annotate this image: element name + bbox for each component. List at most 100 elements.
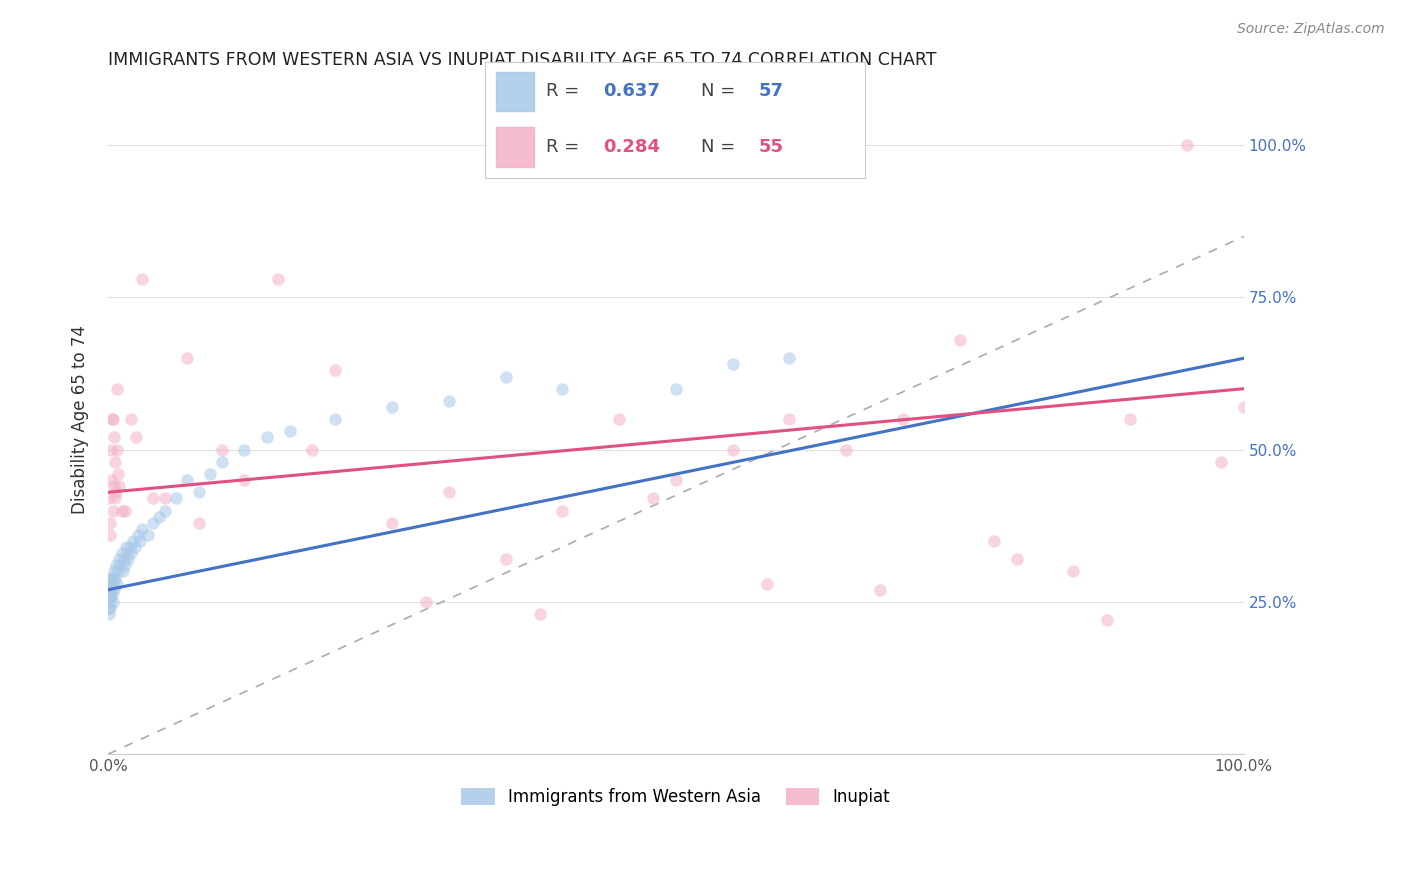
Point (103, 570, 125, 584)
Point (148, 509, 170, 524)
Point (495, 369, 517, 384)
Point (267, 272, 290, 286)
Point (1233, 400, 1256, 414)
Point (187, 485, 209, 500)
Point (1209, 455, 1232, 469)
Point (607, 412, 630, 426)
Point (1005, 552, 1028, 566)
Text: 57: 57 (758, 82, 783, 101)
Point (104, 491, 127, 506)
Point (256, 430, 278, 444)
Point (211, 455, 233, 469)
Point (551, 382, 574, 396)
Point (323, 363, 346, 377)
Text: 55: 55 (758, 138, 783, 156)
Y-axis label: Disability Age 65 to 74: Disability Age 65 to 74 (72, 325, 89, 514)
Point (98, 528, 121, 542)
Point (233, 473, 256, 487)
Point (381, 400, 404, 414)
Point (100, 442, 122, 457)
Point (211, 442, 233, 457)
Point (1062, 565, 1084, 579)
Point (100, 582, 122, 597)
Point (131, 522, 153, 536)
Point (120, 412, 142, 426)
Point (176, 351, 198, 366)
Point (115, 540, 138, 554)
Point (98, 576, 121, 591)
Bar (496, 128, 534, 167)
Point (101, 589, 124, 603)
Point (104, 455, 127, 469)
Point (233, 442, 256, 457)
Point (120, 546, 142, 560)
Point (101, 576, 124, 591)
Point (142, 491, 165, 506)
Point (122, 534, 145, 549)
Point (114, 558, 136, 573)
Point (111, 546, 134, 560)
Point (778, 351, 800, 366)
Point (114, 503, 136, 517)
Point (415, 595, 437, 609)
Point (101, 503, 124, 517)
Point (98, 491, 121, 506)
Point (665, 473, 688, 487)
Text: 0.284: 0.284 (603, 138, 659, 156)
Point (495, 552, 517, 566)
Point (98, 595, 121, 609)
Point (153, 491, 176, 506)
Point (529, 607, 551, 621)
Point (278, 425, 301, 439)
Point (117, 546, 139, 560)
Point (98, 601, 121, 615)
Point (1097, 613, 1119, 627)
Point (755, 576, 778, 591)
Point (381, 516, 404, 530)
Point (108, 479, 131, 493)
Point (104, 570, 127, 584)
Point (142, 516, 165, 530)
Point (105, 576, 128, 591)
Point (110, 558, 132, 573)
Point (301, 442, 323, 457)
Text: R =: R = (546, 138, 585, 156)
Point (111, 503, 134, 517)
Point (1175, 138, 1198, 153)
Point (100, 570, 122, 584)
Point (437, 485, 460, 500)
Point (1119, 412, 1142, 426)
Point (98, 516, 121, 530)
Point (103, 582, 125, 597)
Point (778, 412, 800, 426)
Point (107, 467, 129, 481)
Point (323, 412, 346, 426)
Point (107, 565, 129, 579)
Point (187, 516, 209, 530)
Point (200, 467, 222, 481)
Point (111, 565, 134, 579)
Point (98, 589, 121, 603)
Point (118, 540, 141, 554)
Text: N =: N = (702, 82, 741, 101)
Point (101, 595, 124, 609)
Point (551, 503, 574, 517)
Point (100, 473, 122, 487)
Point (949, 333, 972, 347)
Point (98, 589, 121, 603)
Point (124, 540, 146, 554)
Point (665, 382, 688, 396)
Point (97, 601, 120, 615)
Point (104, 485, 127, 500)
Point (891, 412, 914, 426)
Point (103, 565, 125, 579)
Point (437, 393, 460, 408)
Point (128, 534, 150, 549)
Point (103, 479, 125, 493)
Point (131, 272, 153, 286)
Text: N =: N = (702, 138, 741, 156)
Point (112, 552, 135, 566)
Point (105, 442, 128, 457)
Point (869, 582, 891, 597)
Point (101, 412, 124, 426)
